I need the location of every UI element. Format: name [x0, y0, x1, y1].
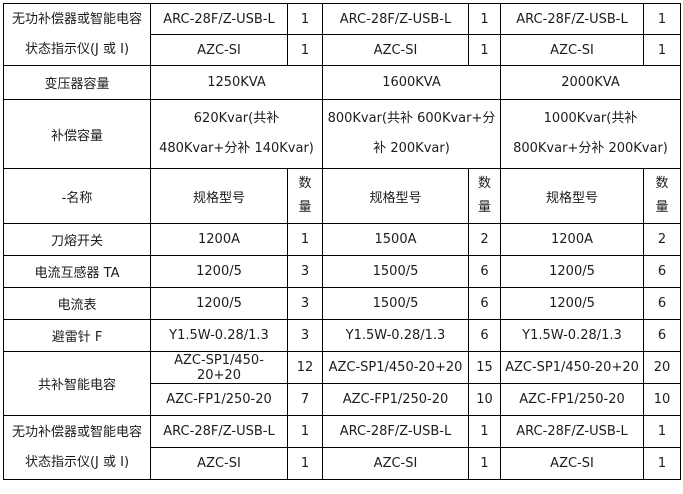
qty-cell: 1 [287, 34, 323, 66]
value-cell: 2000KVA [500, 65, 681, 100]
qty-cell: 6 [643, 287, 681, 320]
qty-cell: 1 [287, 447, 323, 480]
spec-cell: 1200/5 [500, 255, 644, 288]
value-cell: 1600KVA [322, 65, 501, 100]
spec-cell: ARC-28F/Z-USB-L [500, 3, 644, 35]
spec-cell: AZC-FP1/250-20 [500, 383, 644, 416]
row-label-current-transformer: 电流互感器 TA [3, 255, 151, 288]
qty-cell: 1 [287, 223, 323, 256]
qty-cell: 1 [468, 415, 501, 448]
row-label-compensation-capacity: 补偿容量 [3, 99, 151, 169]
qty-cell: 7 [287, 383, 323, 416]
table-row: 避雷针 F Y1.5W-0.28/1.3 3 Y1.5W-0.28/1.3 6 … [3, 319, 681, 352]
row-label-lightning-arrester: 避雷针 F [3, 319, 151, 352]
qty-cell: 20 [643, 351, 681, 384]
qty-cell: 1 [643, 447, 681, 480]
row-label-ammeter: 电流表 [3, 287, 151, 320]
spec-cell: AZC-FP1/250-20 [150, 383, 288, 416]
spec-cell: AZC-SI [150, 34, 288, 66]
value-cell: 620Kvar(共补 480Kvar+分补 140Kvar) [150, 99, 323, 169]
spec-cell: AZC-SP1/450-20+20 [150, 351, 288, 384]
qty-cell: 1 [643, 415, 681, 448]
row-label-shared-capacitor: 共补智能电容 [3, 351, 151, 416]
qty-cell: 1 [643, 34, 681, 66]
table-row: 无功补偿器或智能电容状态指示仪(J 或 I) ARC-28F/Z-USB-L 1… [3, 3, 681, 66]
equipment-spec-table: 无功补偿器或智能电容状态指示仪(J 或 I) ARC-28F/Z-USB-L 1… [3, 3, 681, 480]
spec-cell: AZC-SI [150, 447, 288, 480]
spec-cell: 1200/5 [150, 287, 288, 320]
header-name: -名称 [3, 168, 151, 224]
header-spec: 规格型号 [150, 168, 288, 224]
qty-cell: 3 [287, 287, 323, 320]
qty-cell: 2 [643, 223, 681, 256]
qty-cell: 6 [643, 255, 681, 288]
table-row: 共补智能电容 AZC-SP1/450-20+20 12 AZC-SP1/450-… [3, 351, 681, 416]
header-qty: 数量 [643, 168, 681, 224]
table-header-row: -名称 规格型号 数量 规格型号 数量 规格型号 数量 [3, 168, 681, 224]
spec-cell: ARC-28F/Z-USB-L [322, 3, 469, 35]
table-row: 电流表 1200/5 3 1500/5 6 1200/5 6 [3, 287, 681, 320]
value-cell: 800Kvar(共补 600Kvar+分补 200Kvar) [322, 99, 501, 169]
spec-cell: 1200/5 [150, 255, 288, 288]
row-label-transformer-capacity: 变压器容量 [3, 65, 151, 100]
qty-cell: 3 [287, 319, 323, 352]
table-row: 变压器容量 1250KVA 1600KVA 2000KVA [3, 65, 681, 100]
document-page: { "colors": { "border": "#000000", "text… [0, 3, 683, 494]
spec-cell: Y1.5W-0.28/1.3 [150, 319, 288, 352]
qty-cell: 1 [287, 415, 323, 448]
spec-cell: Y1.5W-0.28/1.3 [500, 319, 644, 352]
qty-cell: 1 [468, 447, 501, 480]
table-row: 补偿容量 620Kvar(共补 480Kvar+分补 140Kvar) 800K… [3, 99, 681, 169]
table-row: AZC-SI 1 AZC-SI 1 AZC-SI 1 [4, 447, 681, 480]
qty-cell: 1 [468, 3, 501, 35]
table-row: 无功补偿器或智能电容状态指示仪(J 或 I) ARC-28F/Z-USB-L 1… [3, 415, 681, 480]
spec-cell: AZC-SP1/450-20+20 [322, 351, 469, 384]
qty-cell: 6 [468, 319, 501, 352]
qty-cell: 6 [643, 319, 681, 352]
row-label-indicator-top: 无功补偿器或智能电容状态指示仪(J 或 I) [3, 3, 151, 66]
value-cell: 1000Kvar(共补 800Kvar+分补 200Kvar) [500, 99, 681, 169]
row-label-knife-fuse-switch: 刀熔开关 [3, 223, 151, 256]
spec-cell: Y1.5W-0.28/1.3 [322, 319, 469, 352]
spec-cell: 1500A [322, 223, 469, 256]
qty-cell: 12 [287, 351, 323, 384]
header-qty: 数量 [468, 168, 501, 224]
spec-cell: AZC-FP1/250-20 [322, 383, 469, 416]
spec-cell: ARC-28F/Z-USB-L [500, 415, 644, 448]
qty-cell: 6 [468, 287, 501, 320]
spec-cell: 1500/5 [322, 255, 469, 288]
spec-cell: AZC-SI [322, 447, 469, 480]
header-spec: 规格型号 [322, 168, 469, 224]
spec-cell: AZC-SI [500, 34, 644, 66]
spec-cell: ARC-28F/Z-USB-L [322, 415, 469, 448]
table-row: AZC-SI 1 AZC-SI 1 AZC-SI 1 [4, 34, 681, 66]
qty-cell: 10 [643, 383, 681, 416]
table-row: 电流互感器 TA 1200/5 3 1500/5 6 1200/5 6 [3, 255, 681, 288]
table-row: 刀熔开关 1200A 1 1500A 2 1200A 2 [3, 223, 681, 256]
spec-cell: ARC-28F/Z-USB-L [150, 3, 288, 35]
spec-cell: AZC-SI [322, 34, 469, 66]
qty-cell: 3 [287, 255, 323, 288]
spec-cell: 1200A [500, 223, 644, 256]
spec-cell: AZC-SP1/450-20+20 [500, 351, 644, 384]
qty-cell: 1 [468, 34, 501, 66]
value-cell: 1250KVA [150, 65, 323, 100]
qty-cell: 10 [468, 383, 501, 416]
qty-cell: 1 [287, 3, 323, 35]
spec-cell: 1200A [150, 223, 288, 256]
spec-cell: 1500/5 [322, 287, 469, 320]
spec-cell: AZC-SI [500, 447, 644, 480]
qty-cell: 1 [643, 3, 681, 35]
header-qty: 数量 [287, 168, 323, 224]
row-label-indicator-bottom: 无功补偿器或智能电容状态指示仪(J 或 I) [3, 415, 151, 480]
spec-cell: ARC-28F/Z-USB-L [150, 415, 288, 448]
qty-cell: 15 [468, 351, 501, 384]
spec-cell: 1200/5 [500, 287, 644, 320]
header-spec: 规格型号 [500, 168, 644, 224]
qty-cell: 6 [468, 255, 501, 288]
qty-cell: 2 [468, 223, 501, 256]
